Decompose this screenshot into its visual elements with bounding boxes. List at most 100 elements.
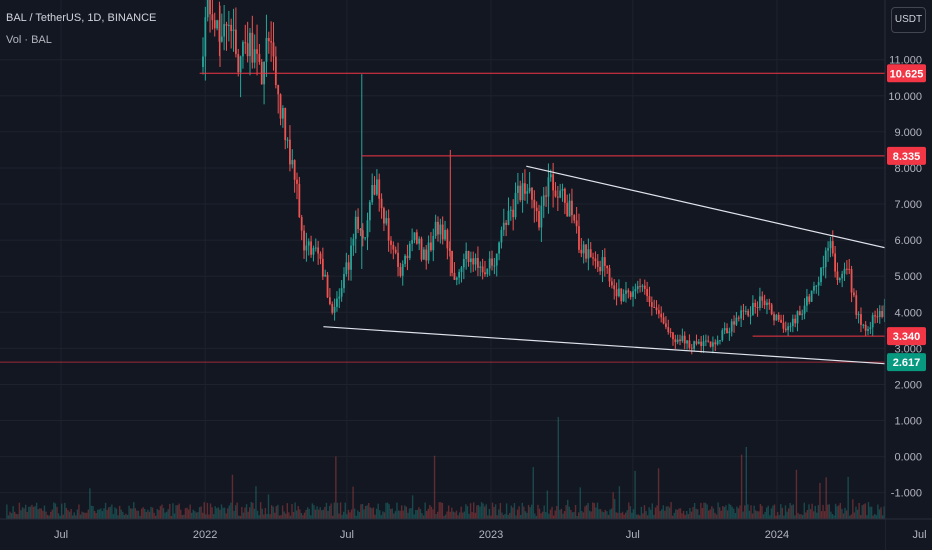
volume-bar [870,506,873,519]
candle-body [498,242,500,254]
volume-legend[interactable]: Vol · BAL [6,34,52,46]
current-price-text: 2.617 [893,357,921,369]
candle-body [509,209,512,211]
volume-bar [250,502,252,519]
x-tick-label: Jul [626,529,640,541]
volume-bar [520,514,522,519]
candle-body [686,340,688,344]
volume-bar [880,507,882,519]
candle-body [876,316,879,318]
volume-bar [418,507,420,519]
volume-bar [277,504,279,519]
volume-bar [270,505,273,519]
symbol-title[interactable]: BAL / TetherUS, 1D, BINANCE [6,12,157,24]
volume-bar [46,514,49,519]
currency-button[interactable]: USDT [891,7,926,33]
horizontal-levels[interactable] [0,72,885,363]
x-tick-label: 2024 [765,529,789,541]
volume-bar [711,506,713,519]
volume-bar [115,508,118,519]
volume-bar [817,505,820,519]
volume-bar [477,504,480,519]
candle-body [845,268,848,270]
time-axis[interactable]: Jul2022Jul2023Jul2024Jul2025Jul2026 [0,518,932,550]
candle-body [491,258,493,266]
volume-bar [317,509,320,519]
volume-bar [628,502,630,519]
candle-body [683,335,686,344]
volume-bar [327,510,329,519]
volume-bar [35,502,38,519]
volume-bar [443,515,445,519]
volume-bar [59,515,61,519]
candle-body [469,258,472,263]
volume-bar [704,502,707,519]
volume-bar [208,514,210,519]
candle-body [237,54,240,73]
volume-bar [128,505,130,519]
volume-bar [411,495,414,519]
candle-body [636,286,639,290]
volume-bar [368,503,370,519]
volume-bar [139,515,141,519]
volume-bar [662,505,664,519]
volume-bar [802,515,804,519]
volume-bar [562,513,564,519]
volume-bar [107,507,110,519]
volume-bar [162,508,165,519]
volume-bar [120,509,122,519]
volume-bar [772,505,774,519]
volume-bar [546,490,549,519]
volume-bar [864,503,867,519]
candle-body [719,340,721,342]
volume-bar [440,502,442,519]
candle-body [857,314,860,316]
candle-body [582,244,585,254]
volume-bar [314,509,317,519]
volume-bar [839,502,842,519]
price-axis[interactable]: 11.000 10.000 9.000 8.000 7.000 6.000 5.000 4.0… [884,0,932,550]
trendline-resistance[interactable] [526,165,932,368]
x-tick-label: Jul [912,529,926,541]
volume-bar [393,513,395,519]
volume-bar [399,510,401,519]
candle-body [422,249,425,260]
volume-bar [859,515,862,519]
candle-body [234,29,237,55]
volume-bar [404,505,406,519]
volume-bar [789,502,791,519]
volume-bar [718,507,721,519]
volume-bar [161,504,163,519]
volume-bar [748,510,751,519]
candle-body [460,267,463,273]
volume-bar [86,512,88,519]
volume-bar [676,509,679,519]
candle-body [258,53,261,62]
volume-bar [729,504,732,519]
volume-bar [394,511,397,519]
volume-bar [325,502,328,519]
candle-body [406,255,409,259]
candle-body [688,340,691,348]
volume-bar [574,504,577,519]
volume-bar [305,509,307,519]
candle-body [533,199,536,208]
y-tick-label: 3.000 [894,343,922,355]
volume-bar [457,515,459,519]
volume-bar [645,511,647,519]
volume-bar [349,512,351,519]
candle-body [787,326,790,331]
trendline-support[interactable] [323,326,932,394]
trendlines[interactable] [323,165,932,394]
candle-body [803,305,806,314]
candle-body [432,236,435,251]
volume-bar [147,509,149,519]
volume-bar [286,503,288,519]
candle-body [881,310,884,317]
candle-body [427,242,430,261]
volume-bar [733,508,735,519]
volume-bar [170,515,173,519]
candle-body [650,302,653,307]
volume-bar [78,504,80,519]
